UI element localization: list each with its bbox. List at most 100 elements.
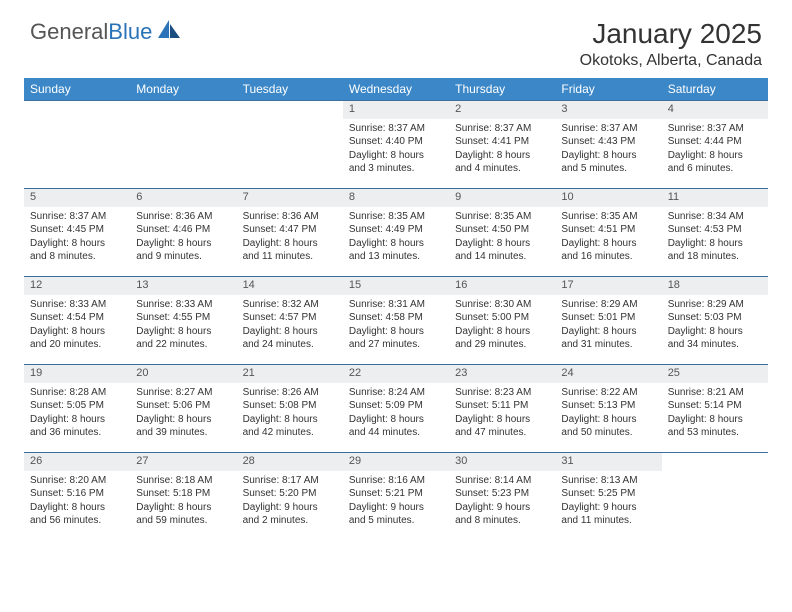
day-info-row: Sunrise: 8:28 AMSunset: 5:05 PMDaylight:… — [24, 383, 768, 453]
empty-day-cell — [662, 471, 768, 541]
sunset-text: Sunset: 5:05 PM — [30, 399, 124, 413]
day-number: 10 — [555, 189, 661, 207]
sunset-text: Sunset: 5:06 PM — [136, 399, 230, 413]
day-cell: Sunrise: 8:14 AMSunset: 5:23 PMDaylight:… — [449, 471, 555, 541]
daylight-text: and 6 minutes. — [668, 162, 762, 176]
sunset-text: Sunset: 5:14 PM — [668, 399, 762, 413]
sunset-text: Sunset: 4:53 PM — [668, 223, 762, 237]
daylight-text: Daylight: 8 hours — [561, 237, 655, 251]
daylight-text: and 50 minutes. — [561, 426, 655, 440]
daylight-text: and 27 minutes. — [349, 338, 443, 352]
calendar-table: SundayMondayTuesdayWednesdayThursdayFrid… — [24, 78, 768, 541]
logo: GeneralBlue — [30, 18, 182, 45]
sunset-text: Sunset: 5:18 PM — [136, 487, 230, 501]
sunset-text: Sunset: 5:08 PM — [243, 399, 337, 413]
empty-day-cell — [24, 119, 130, 189]
sunset-text: Sunset: 4:45 PM — [30, 223, 124, 237]
daylight-text: and 11 minutes. — [561, 514, 655, 528]
sunrise-text: Sunrise: 8:36 AM — [243, 210, 337, 224]
day-info-row: Sunrise: 8:20 AMSunset: 5:16 PMDaylight:… — [24, 471, 768, 541]
day-number: 21 — [237, 365, 343, 383]
sunrise-text: Sunrise: 8:32 AM — [243, 298, 337, 312]
daylight-text: Daylight: 8 hours — [455, 237, 549, 251]
daylight-text: and 53 minutes. — [668, 426, 762, 440]
daylight-text: and 36 minutes. — [30, 426, 124, 440]
daylight-text: Daylight: 8 hours — [455, 149, 549, 163]
daylight-text: Daylight: 9 hours — [455, 501, 549, 515]
day-info-row: Sunrise: 8:37 AMSunset: 4:45 PMDaylight:… — [24, 207, 768, 277]
weekday-header: Thursday — [449, 78, 555, 101]
empty-day-cell — [237, 119, 343, 189]
day-cell: Sunrise: 8:37 AMSunset: 4:43 PMDaylight:… — [555, 119, 661, 189]
day-cell: Sunrise: 8:35 AMSunset: 4:49 PMDaylight:… — [343, 207, 449, 277]
sunrise-text: Sunrise: 8:29 AM — [668, 298, 762, 312]
sunset-text: Sunset: 4:49 PM — [349, 223, 443, 237]
daylight-text: and 16 minutes. — [561, 250, 655, 264]
sunrise-text: Sunrise: 8:37 AM — [668, 122, 762, 136]
day-number: 17 — [555, 277, 661, 295]
daylight-text: Daylight: 8 hours — [349, 149, 443, 163]
title-block: January 2025 Okotoks, Alberta, Canada — [580, 18, 762, 70]
sunset-text: Sunset: 4:55 PM — [136, 311, 230, 325]
header: GeneralBlue January 2025 Okotoks, Albert… — [0, 0, 792, 78]
day-cell: Sunrise: 8:37 AMSunset: 4:45 PMDaylight:… — [24, 207, 130, 277]
day-cell: Sunrise: 8:23 AMSunset: 5:11 PMDaylight:… — [449, 383, 555, 453]
sunrise-text: Sunrise: 8:35 AM — [455, 210, 549, 224]
daylight-text: and 3 minutes. — [349, 162, 443, 176]
day-cell: Sunrise: 8:27 AMSunset: 5:06 PMDaylight:… — [130, 383, 236, 453]
sunrise-text: Sunrise: 8:30 AM — [455, 298, 549, 312]
sunset-text: Sunset: 4:43 PM — [561, 135, 655, 149]
weekday-header: Tuesday — [237, 78, 343, 101]
day-info-row: Sunrise: 8:37 AMSunset: 4:40 PMDaylight:… — [24, 119, 768, 189]
sunrise-text: Sunrise: 8:26 AM — [243, 386, 337, 400]
daylight-text: and 22 minutes. — [136, 338, 230, 352]
sunset-text: Sunset: 4:41 PM — [455, 135, 549, 149]
daylight-text: and 39 minutes. — [136, 426, 230, 440]
daylight-text: Daylight: 8 hours — [668, 413, 762, 427]
day-number: 31 — [555, 453, 661, 471]
day-number: 22 — [343, 365, 449, 383]
sail-icon — [156, 18, 182, 45]
weekday-header: Sunday — [24, 78, 130, 101]
sunrise-text: Sunrise: 8:34 AM — [668, 210, 762, 224]
day-cell: Sunrise: 8:18 AMSunset: 5:18 PMDaylight:… — [130, 471, 236, 541]
sunrise-text: Sunrise: 8:33 AM — [30, 298, 124, 312]
logo-text: GeneralBlue — [30, 19, 152, 45]
daylight-text: Daylight: 8 hours — [668, 237, 762, 251]
daylight-text: and 5 minutes. — [349, 514, 443, 528]
day-number: 20 — [130, 365, 236, 383]
daylight-text: Daylight: 8 hours — [561, 325, 655, 339]
sunrise-text: Sunrise: 8:37 AM — [349, 122, 443, 136]
daylight-text: Daylight: 8 hours — [349, 413, 443, 427]
day-number: 11 — [662, 189, 768, 207]
sunrise-text: Sunrise: 8:37 AM — [455, 122, 549, 136]
day-cell: Sunrise: 8:17 AMSunset: 5:20 PMDaylight:… — [237, 471, 343, 541]
day-cell: Sunrise: 8:26 AMSunset: 5:08 PMDaylight:… — [237, 383, 343, 453]
day-cell: Sunrise: 8:34 AMSunset: 4:53 PMDaylight:… — [662, 207, 768, 277]
day-cell: Sunrise: 8:13 AMSunset: 5:25 PMDaylight:… — [555, 471, 661, 541]
day-cell: Sunrise: 8:37 AMSunset: 4:40 PMDaylight:… — [343, 119, 449, 189]
day-cell: Sunrise: 8:21 AMSunset: 5:14 PMDaylight:… — [662, 383, 768, 453]
daylight-text: and 5 minutes. — [561, 162, 655, 176]
sunrise-text: Sunrise: 8:35 AM — [561, 210, 655, 224]
daylight-text: Daylight: 8 hours — [136, 237, 230, 251]
daylight-text: and 42 minutes. — [243, 426, 337, 440]
day-number: 24 — [555, 365, 661, 383]
day-cell: Sunrise: 8:28 AMSunset: 5:05 PMDaylight:… — [24, 383, 130, 453]
weekday-header: Saturday — [662, 78, 768, 101]
day-number: 8 — [343, 189, 449, 207]
day-number: 26 — [24, 453, 130, 471]
daylight-text: Daylight: 8 hours — [243, 237, 337, 251]
daylight-text: and 11 minutes. — [243, 250, 337, 264]
sunset-text: Sunset: 4:50 PM — [455, 223, 549, 237]
day-cell: Sunrise: 8:30 AMSunset: 5:00 PMDaylight:… — [449, 295, 555, 365]
daylight-text: Daylight: 8 hours — [243, 325, 337, 339]
sunset-text: Sunset: 4:47 PM — [243, 223, 337, 237]
day-cell: Sunrise: 8:20 AMSunset: 5:16 PMDaylight:… — [24, 471, 130, 541]
day-number: 23 — [449, 365, 555, 383]
day-cell: Sunrise: 8:32 AMSunset: 4:57 PMDaylight:… — [237, 295, 343, 365]
day-cell: Sunrise: 8:22 AMSunset: 5:13 PMDaylight:… — [555, 383, 661, 453]
sunset-text: Sunset: 5:09 PM — [349, 399, 443, 413]
daylight-text: and 9 minutes. — [136, 250, 230, 264]
sunrise-text: Sunrise: 8:23 AM — [455, 386, 549, 400]
